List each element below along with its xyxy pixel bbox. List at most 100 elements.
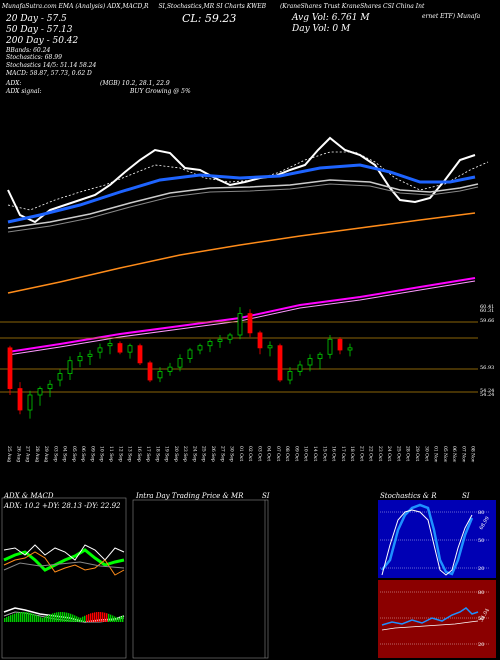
candle-body [17, 388, 23, 411]
stoch-dotted-line [7, 151, 489, 211]
x-axis-label: 26 Aug [15, 446, 21, 462]
macd-histogram-bar [40, 617, 42, 622]
x-axis-label: 07 Nov [460, 446, 466, 463]
candle-body [167, 366, 173, 372]
x-axis-label: 20 Sep [173, 446, 179, 462]
x-axis-label: 28 Oct [405, 446, 411, 461]
adx-readout: ADX: 10.2 +DY: 28.13 -DY: 22.92 [4, 502, 121, 510]
macd-histogram-bar [58, 612, 60, 622]
macd-histogram-bar [60, 612, 62, 622]
mrsi-panel-title: Intra Day Trading Price & MR [136, 492, 244, 500]
candle-body [57, 373, 63, 381]
candle-body [297, 364, 303, 372]
macd-histogram-bar [36, 615, 38, 622]
x-axis-label: 23 Sep [182, 446, 188, 462]
x-axis-label: 10 Oct [303, 446, 309, 461]
macd-histogram-bar [68, 613, 70, 622]
macd-histogram-bar [38, 616, 40, 622]
price-levels [0, 321, 478, 393]
x-axis-label: 13 Sep [127, 446, 133, 462]
x-axis-label: 06 Nov [451, 446, 457, 463]
x-axis-label: 25 Aug [6, 446, 12, 462]
macd-histogram-bar [44, 616, 46, 622]
candle-body [137, 345, 143, 364]
macd-histogram-bar [100, 612, 102, 622]
macd-histogram-bar [56, 612, 58, 622]
candle-body [37, 388, 43, 396]
x-axis-label: 25 Sep [201, 446, 207, 462]
y-axis-label: 60.41 [480, 304, 494, 310]
x-axis-label: 09 Sep [89, 446, 95, 462]
macd-values: MACD: 58.87, 57.73, 0.62 D [6, 70, 92, 77]
stoch-panel-title: Stochastics & R [380, 492, 437, 500]
title-left: MunafaSutra.com EMA [2, 3, 74, 10]
stoch-panel-si: SI [462, 492, 470, 500]
macd-histogram-bar [86, 614, 88, 622]
avg-vol-label: Avg Vol: 6.761 M [292, 13, 370, 23]
stoch-level-label: 20 [478, 566, 484, 572]
macd-histogram-bar [66, 612, 68, 622]
title-right2: ernet ETF) Munafa [422, 13, 481, 20]
macd-histogram-bar [76, 616, 78, 622]
candle-body [157, 371, 163, 379]
stoch-level-label: 80 [478, 510, 484, 516]
macd-histogram-bar [64, 612, 66, 622]
stoch-level-label: 50 [478, 538, 484, 544]
bb-label: BBands: 60.24 [6, 47, 51, 54]
candle-body [347, 347, 353, 351]
candle-body [217, 338, 223, 342]
candle-body [207, 341, 213, 347]
macd-histogram-bar [116, 617, 118, 622]
x-axis-label: 01 Oct [238, 446, 244, 461]
macd-histogram-bar [28, 612, 30, 622]
candle-body [227, 334, 233, 340]
macd-histogram-bar [52, 613, 54, 622]
x-axis-label: 01 Nov [433, 446, 439, 463]
x-axis-label: 17 Sep [145, 446, 151, 462]
candle-body [257, 332, 263, 349]
candle-body [197, 345, 203, 351]
macd-histogram-bar [104, 612, 106, 622]
macd-histogram-bar [96, 612, 98, 622]
x-axis-label: 02 Oct [247, 446, 253, 461]
y-axis-label: 54.24 [480, 392, 494, 398]
candle-body [147, 362, 153, 381]
x-axis-label: 17 Oct [340, 446, 346, 461]
candle-body [177, 358, 183, 368]
rsi-level-label: 20 [478, 642, 484, 648]
macd-histogram-bar [50, 614, 52, 622]
x-axis-label: 06 Sep [80, 446, 86, 462]
x-axis-label: 22 Oct [368, 446, 374, 461]
ema200-line [7, 212, 476, 294]
candle-body [27, 394, 33, 411]
x-axis-label: 21 Oct [358, 446, 364, 461]
macd-histogram-bar [14, 613, 16, 622]
macd-histogram-bar [4, 618, 6, 622]
macd-histogram-bar [22, 612, 24, 622]
macd-histogram-bar [98, 612, 100, 622]
candle-body [237, 313, 243, 336]
adx-label: ADX: [6, 80, 22, 87]
x-axis-label: 03 Sep [52, 446, 58, 462]
x-axis-label: 16 Oct [331, 446, 337, 461]
ema50-label: 50 Day - 57.13 [6, 25, 73, 35]
macd-histogram-bar [102, 612, 104, 622]
x-axis-label: 19 Sep [164, 446, 170, 462]
x-axis-label: 15 Oct [321, 446, 327, 461]
macd-label: Stochastics 14/5: 51.14 58.24 [6, 62, 97, 69]
macd-histogram-bar [30, 613, 32, 622]
x-axis-label: 24 Oct [386, 446, 392, 461]
x-axis-label: 25 Oct [395, 446, 401, 461]
title-mid2: SI,Stochastics,MR [158, 3, 215, 10]
ema50-line [7, 179, 479, 229]
adx-panel-title: ADX & MACD [4, 492, 54, 500]
macd-histogram-bar [118, 617, 120, 622]
macd-histogram-bar [94, 612, 96, 622]
macd-histogram-bar [112, 615, 114, 622]
candle-body [337, 338, 343, 351]
ema50-shadow-line [7, 183, 479, 233]
macd-histogram-bar [80, 617, 82, 622]
macd-histogram-bar [42, 617, 44, 622]
